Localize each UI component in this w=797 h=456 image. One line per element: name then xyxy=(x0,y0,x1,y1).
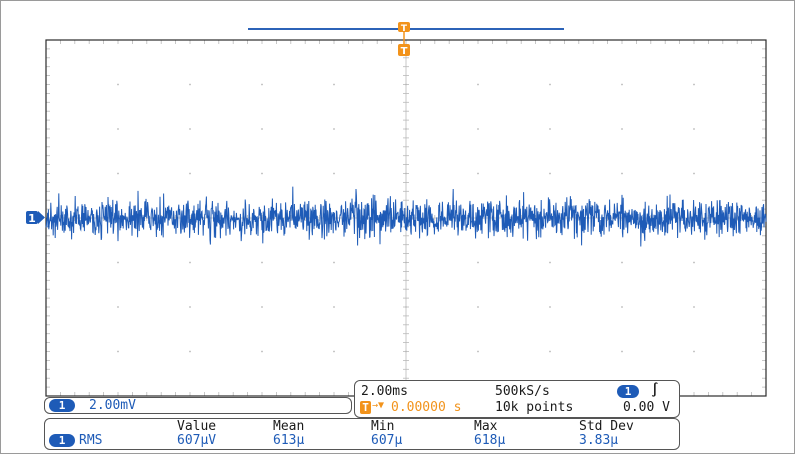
trigger-slope-icon: ∫ xyxy=(651,383,659,398)
trigger-position-arrow: →▼ xyxy=(372,400,385,411)
measurement-header-value: Value xyxy=(177,419,217,434)
measurement-channel-pill: 1 xyxy=(49,434,75,447)
channel-1-trace xyxy=(45,186,767,247)
sample-rate-readout: 500kS/s xyxy=(495,384,550,399)
trigger-level-readout: 0.00 V xyxy=(623,400,670,415)
measurement-header-min: Min xyxy=(371,419,395,434)
trigger-marker-letter-top: T xyxy=(401,24,408,34)
trigger-marker-letter: T xyxy=(401,46,408,57)
measurement-mean: 613µ xyxy=(273,433,305,448)
channel-1-pill: 1 xyxy=(49,399,75,412)
record-length-readout: 10k points xyxy=(495,400,574,415)
measurement-value: 607µV xyxy=(177,433,217,448)
trigger-position-icon: T xyxy=(360,401,371,414)
measurement-std-dev: 3.83µ xyxy=(579,433,619,448)
channel-1-scale: 2.00mV xyxy=(89,398,136,413)
timebase-readout: 2.00ms xyxy=(361,384,408,399)
trigger-channel-pill: 1 xyxy=(617,385,639,398)
measurement-max: 618µ xyxy=(474,433,506,448)
measurement-header-mean: Mean xyxy=(273,419,305,434)
trigger-position-marker-icon[interactable]: T T xyxy=(398,22,410,57)
measurement-header-std-dev: Std Dev xyxy=(579,419,634,434)
measurement-panel[interactable]: 1 RMS Value Mean Min Max Std Dev 607µV 6… xyxy=(44,418,680,450)
measurement-type: RMS xyxy=(79,433,103,448)
vertical-readout-panel[interactable]: 1 2.00mV xyxy=(44,397,352,414)
horizontal-readout-panel[interactable]: 2.00ms 500kS/s 1 ∫ T →▼ 0.00000 s 10k po… xyxy=(354,380,680,418)
channel-1-ground-marker-icon[interactable]: 1 xyxy=(26,211,45,225)
trigger-position-value: 0.00000 s xyxy=(391,400,462,415)
measurement-min: 607µ xyxy=(371,433,403,448)
measurement-header-max: Max xyxy=(474,419,498,434)
ground-marker-label: 1 xyxy=(28,212,36,225)
